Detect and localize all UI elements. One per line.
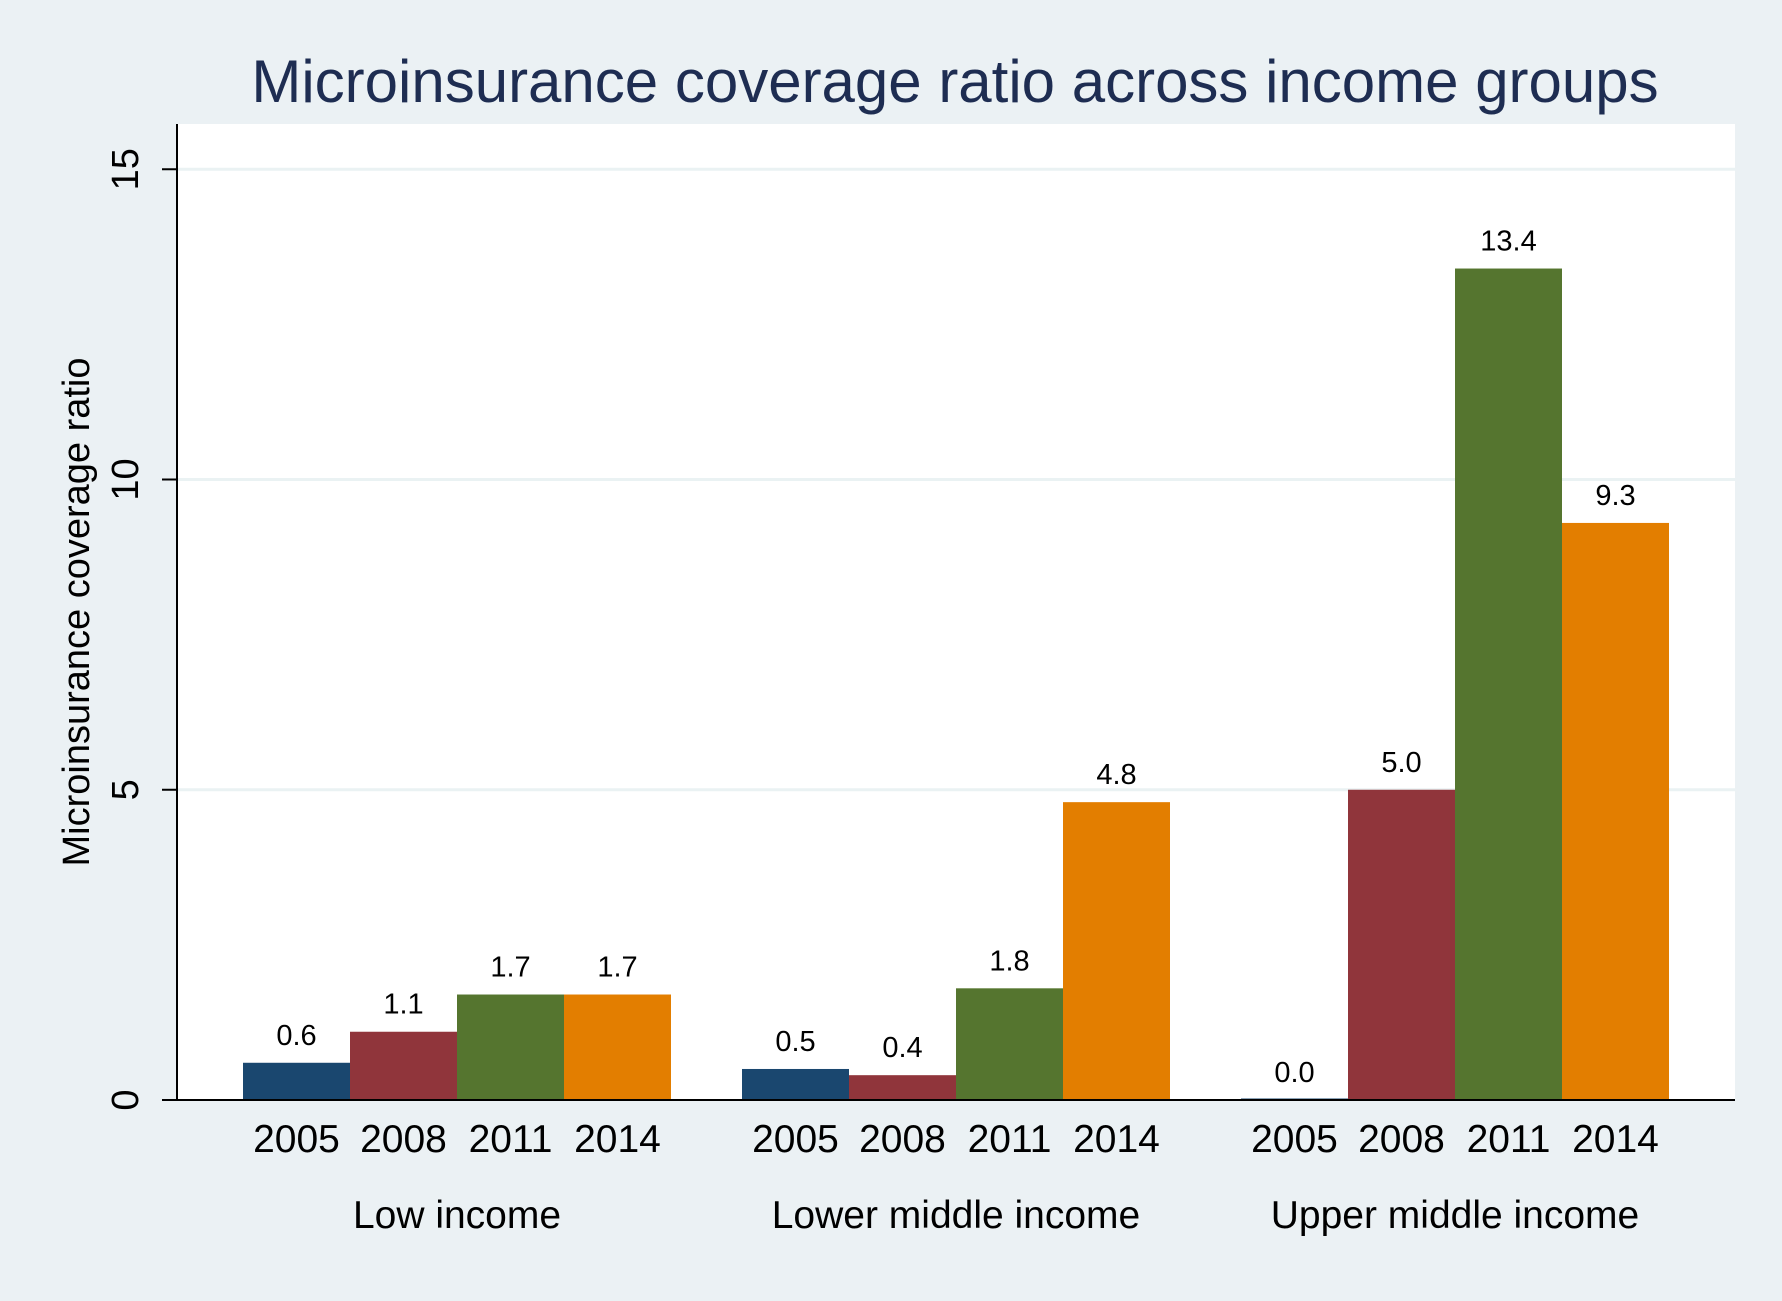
y-tick-label: 10: [105, 458, 147, 500]
bar-value-label: 0.0: [1274, 1057, 1314, 1089]
bar: [350, 1031, 457, 1100]
bar: [457, 994, 564, 1100]
bar: [956, 988, 1063, 1100]
bar-value-label: 0.6: [276, 1020, 316, 1052]
x-group-label: Upper middle income: [1271, 1194, 1640, 1237]
x-tick-label: 2005: [1251, 1118, 1338, 1161]
bar: [742, 1068, 849, 1100]
x-tick-label: 2011: [1467, 1118, 1551, 1161]
bar-value-label: 5.0: [1381, 747, 1421, 779]
bar: [1063, 802, 1170, 1100]
x-tick-label: 2011: [968, 1118, 1052, 1161]
bar: [1348, 789, 1455, 1100]
bar-value-label: 13.4: [1480, 226, 1536, 258]
x-tick-label: 2011: [469, 1118, 553, 1161]
x-tick-label: 2008: [360, 1118, 447, 1161]
bar-value-label: 1.8: [989, 945, 1029, 977]
chart-title: Microinsurance coverage ratio across inc…: [251, 48, 1658, 115]
bar: [1455, 268, 1562, 1100]
y-axis-ticks: 0 5 10 15: [105, 148, 177, 1111]
x-tick-label: 2005: [253, 1118, 340, 1161]
bar-value-label: 1.1: [383, 989, 423, 1021]
bars: [243, 268, 1669, 1100]
bar: [564, 994, 671, 1100]
x-tick-label: 2014: [1073, 1118, 1160, 1161]
bar-value-label: 1.7: [597, 952, 637, 984]
x-tick-label: 2008: [859, 1118, 946, 1161]
y-tick-label: 5: [105, 779, 147, 800]
bar-value-label: 4.8: [1096, 759, 1136, 791]
x-group-label: Low income: [353, 1194, 561, 1237]
bar-value-label: 0.4: [882, 1032, 922, 1064]
bar: [849, 1075, 956, 1100]
x-tick-label: 2014: [574, 1118, 661, 1161]
x-tick-label: 2005: [752, 1118, 839, 1161]
bar-value-labels: 0.6 1.1 1.7 1.7 0.5 0.4 1.8 4.8 0.0 5.0 13.4 9.3: [276, 226, 1635, 1089]
x-axis-ticks: 2005 2008 2011 2014 Low income 2005 2008 2011 20…: [253, 1118, 1659, 1237]
y-tick-label: 15: [105, 148, 147, 190]
bar-value-label: 1.7: [490, 952, 530, 984]
bar-value-label: 0.5: [775, 1026, 815, 1058]
x-tick-label: 2008: [1358, 1118, 1445, 1161]
y-tick-label: 0: [105, 1089, 147, 1110]
y-axis-label: Microinsurance coverage ratio: [56, 357, 98, 866]
x-group-label: Lower middle income: [772, 1194, 1141, 1237]
bar: [243, 1062, 350, 1100]
bar: [1562, 522, 1669, 1100]
bar-value-label: 9.3: [1595, 480, 1635, 512]
x-tick-label: 2014: [1572, 1118, 1659, 1161]
